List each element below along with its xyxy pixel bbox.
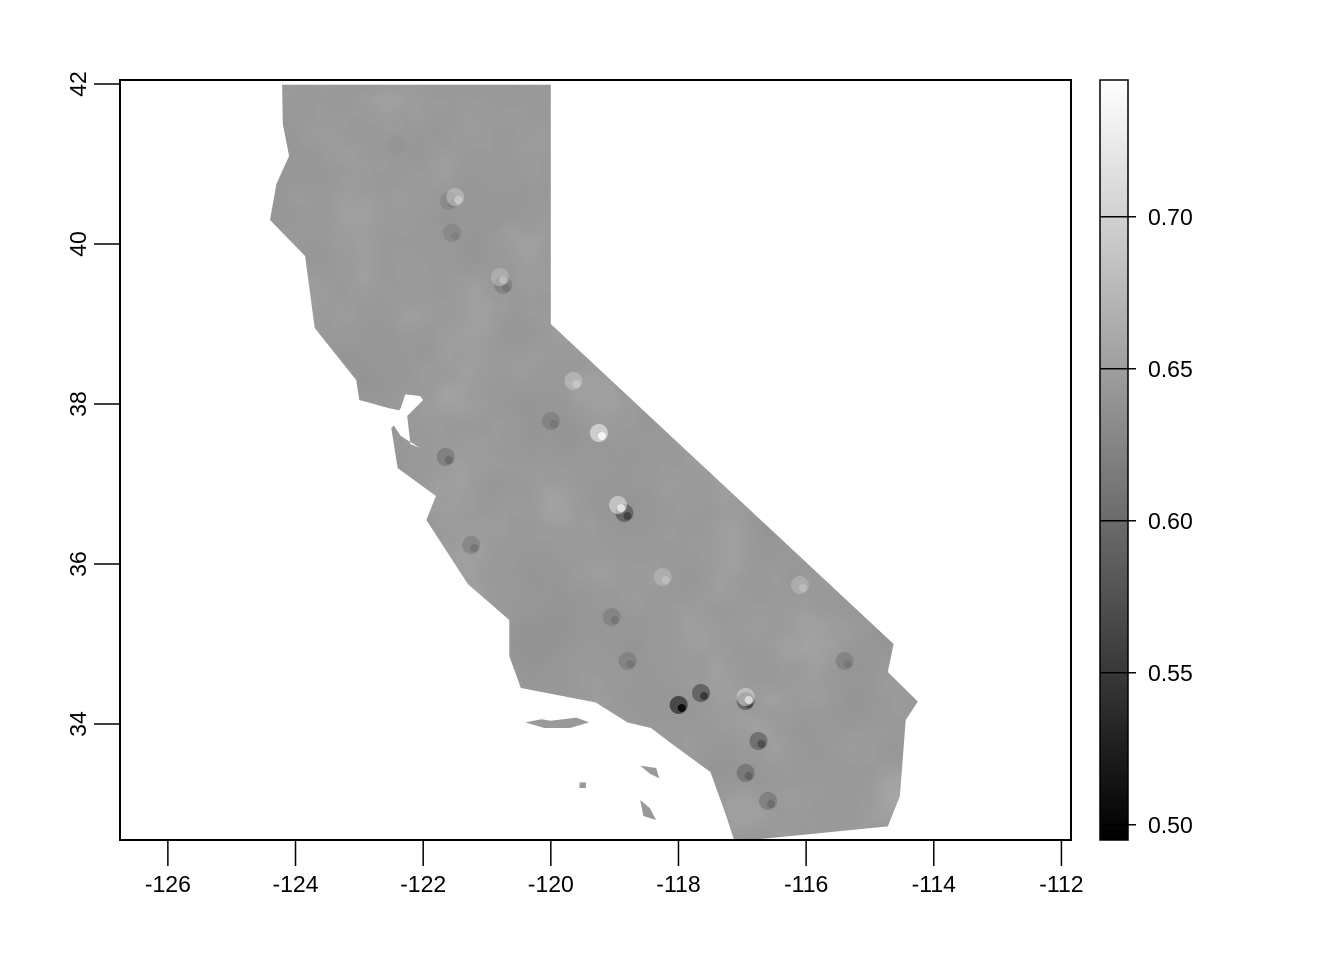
y-axis: 34 36 38 40 42 xyxy=(65,71,121,737)
colorbar-tick-label-3: 0.65 xyxy=(1148,356,1193,382)
land-raster xyxy=(270,84,918,840)
hotspot-halo-23 xyxy=(602,608,621,626)
hotspot-6 xyxy=(744,696,753,704)
island-1 xyxy=(640,765,660,779)
x-tick-label-1: -124 xyxy=(272,871,318,897)
hotspot-halo-21 xyxy=(388,136,407,154)
hotspot-16 xyxy=(550,420,559,428)
hotspot-8 xyxy=(744,772,753,780)
hotspot-halo-20 xyxy=(835,652,854,670)
hotspot-18 xyxy=(454,196,463,204)
x-tick-label-4: -118 xyxy=(656,871,700,897)
hotspot-2 xyxy=(617,504,626,512)
x-tick-label-6: -114 xyxy=(912,871,957,897)
water-mask xyxy=(391,394,424,448)
y-tick-label-1: 36 xyxy=(65,551,91,577)
hotspot-halo-19 xyxy=(790,576,809,594)
x-tick-label-0: -126 xyxy=(145,871,191,897)
x-tick-label-7: -112 xyxy=(1039,871,1083,897)
hotspot-14 xyxy=(498,276,507,284)
hotspot-15 xyxy=(572,380,581,388)
hotspot-halo-9 xyxy=(759,792,778,810)
hotspot-halo-4 xyxy=(692,684,711,702)
hotspot-halo-3 xyxy=(669,696,688,714)
hotspot-halo-15 xyxy=(564,372,583,390)
x-tick-label-3: -120 xyxy=(528,871,574,897)
hotspot-halo-14 xyxy=(490,268,509,286)
colorbar-legend: 0.50 0.55 0.60 0.65 0.70 xyxy=(1099,79,1193,841)
island-2 xyxy=(640,800,657,820)
hotspot-19 xyxy=(798,584,807,592)
hotspot-10 xyxy=(444,456,453,464)
hotspot-7 xyxy=(757,740,766,748)
hotspot-halo-17 xyxy=(618,652,637,670)
raster-layer xyxy=(270,84,918,840)
colorbar-tick-label-0: 0.50 xyxy=(1148,812,1193,838)
hotspot-halo-8 xyxy=(736,764,755,782)
hotspot-halo-16 xyxy=(542,412,561,430)
hotspot-13 xyxy=(502,284,511,292)
hotspot-23 xyxy=(610,616,619,624)
island-0 xyxy=(525,717,590,728)
hotspot-halo-22 xyxy=(462,536,481,554)
hotspot-4 xyxy=(700,692,709,700)
colorbar-tick-label-2: 0.60 xyxy=(1148,508,1193,534)
hotspot-20 xyxy=(843,660,852,668)
hotspot-24 xyxy=(661,576,670,584)
hotspot-1 xyxy=(623,512,632,520)
hotspot-12 xyxy=(451,232,460,240)
x-tick-label-5: -116 xyxy=(784,871,828,897)
hotspot-halo-24 xyxy=(653,568,672,586)
y-tick-label-3: 40 xyxy=(65,231,91,257)
hotspot-halo-0 xyxy=(589,424,608,442)
x-axis: -126 -124 -122 -120 -118 -116 -114 -112 xyxy=(145,839,1084,897)
island-3 xyxy=(579,782,586,788)
colorbar-tick-label-4: 0.70 xyxy=(1148,204,1193,230)
colorbar-bar xyxy=(1099,79,1129,841)
hotspot-3 xyxy=(677,704,686,712)
hotspot-halo-6 xyxy=(736,688,755,706)
hotspot-17 xyxy=(626,660,635,668)
hotspot-halo-10 xyxy=(436,448,455,466)
hotspot-halo-2 xyxy=(609,496,628,514)
hotspot-halo-12 xyxy=(443,224,462,242)
y-tick-label-0: 34 xyxy=(65,711,91,737)
colorbar-tick-label-1: 0.55 xyxy=(1148,660,1193,686)
colorbar-ticks: 0.50 0.55 0.60 0.65 0.70 xyxy=(1100,204,1193,838)
hotspot-halo-18 xyxy=(446,188,465,206)
bay-water xyxy=(391,394,424,448)
hotspot-22 xyxy=(470,544,479,552)
x-tick-label-2: -122 xyxy=(400,871,446,897)
hotspot-9 xyxy=(767,800,776,808)
hotspot-21 xyxy=(396,144,405,152)
island-group xyxy=(525,717,660,820)
hotspot-group xyxy=(388,136,854,810)
y-tick-label-4: 42 xyxy=(65,71,91,97)
y-tick-label-2: 38 xyxy=(65,391,91,417)
hotspot-halo-7 xyxy=(749,732,768,750)
hotspot-0 xyxy=(597,432,606,440)
